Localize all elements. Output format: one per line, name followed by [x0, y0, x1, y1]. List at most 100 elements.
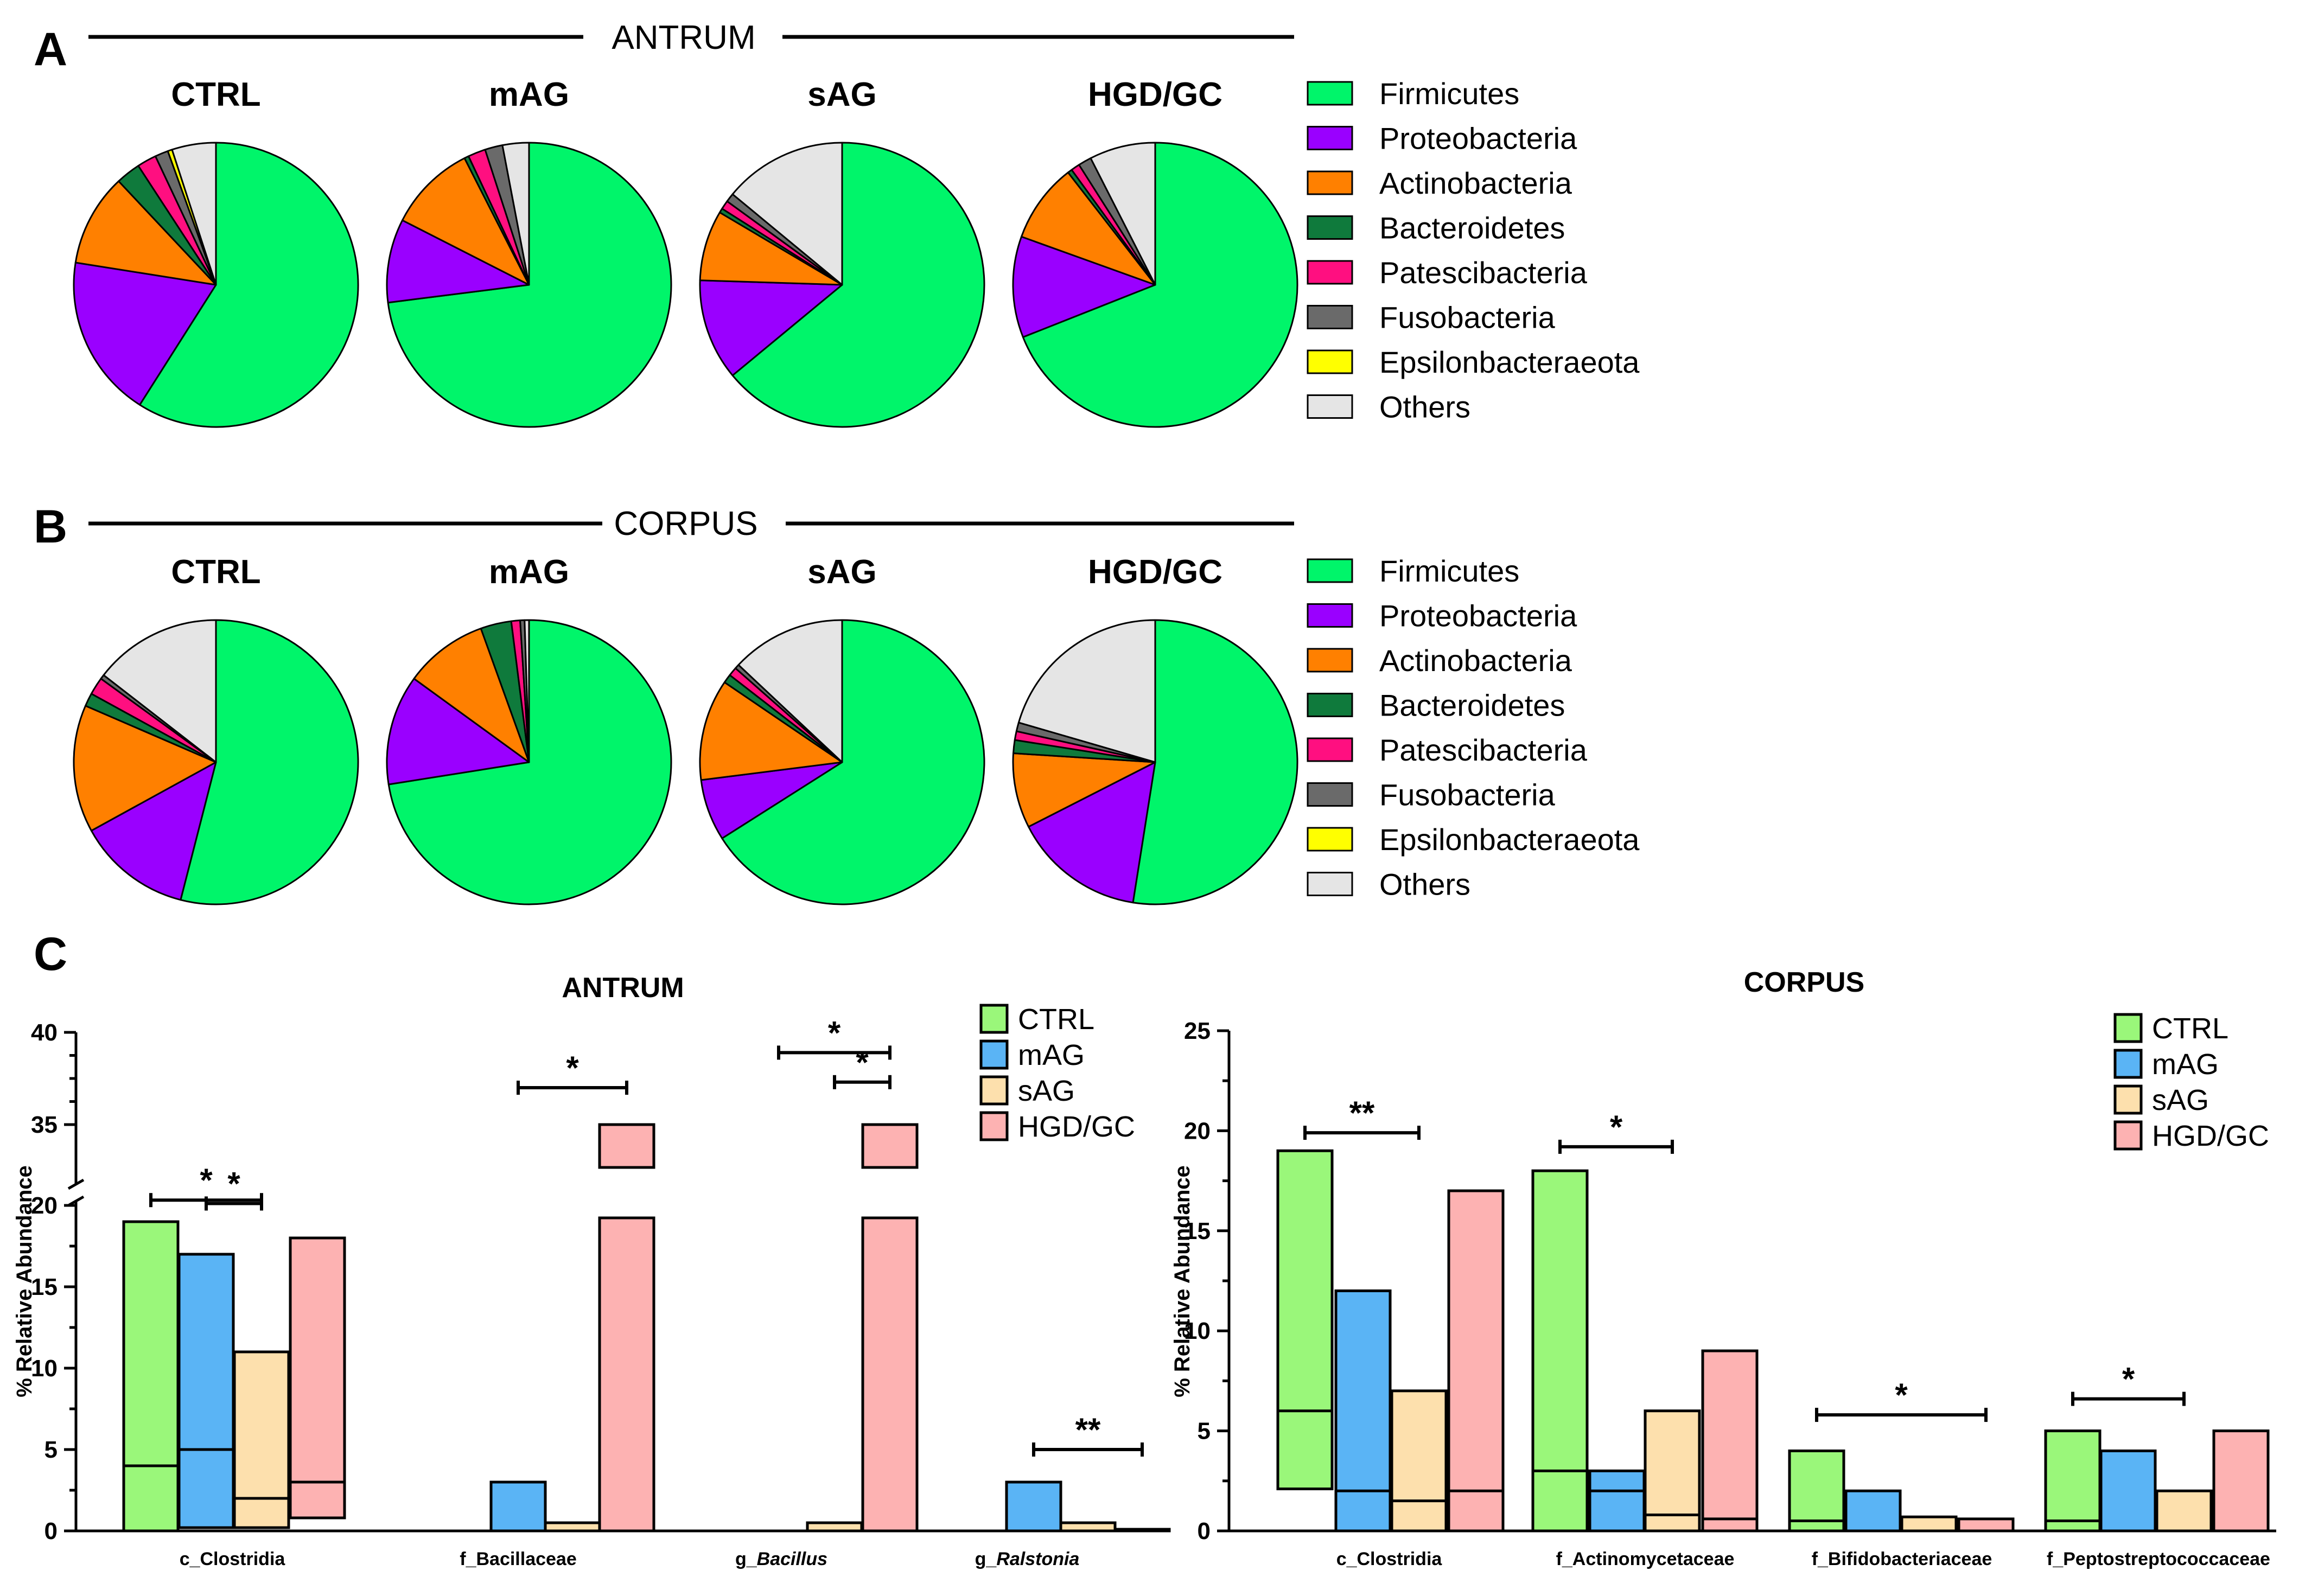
bar-antrum-category-f-bacillaceae: f_Bacillaceae [460, 1549, 577, 1569]
bar-corpus-tick-label-15: 15 [1184, 1218, 1211, 1244]
bar-corpus-legend-swatch-hgd-gc [2113, 1120, 2143, 1151]
bar-antrum-bar-f-bacillaceae-hgd-gc [598, 1216, 655, 1533]
bar-corpus-category-f-peptostreptococcaceae: f_Peptostreptococcaceae [2047, 1549, 2270, 1569]
bar-antrum-category-g-bacillus-name: Bacillus [757, 1549, 827, 1569]
legend-antrum-swatch-patescibacteria [1307, 260, 1353, 285]
pie-corpus-sag-slice-proteobacteria [700, 761, 843, 839]
pie-antrum-hgd-gc-slice-actinobacteria [1020, 171, 1156, 286]
pie-antrum-mag [386, 142, 672, 428]
pie-charts: CTRL mAG sAG HGD/GC CTRL mAG sAG HGD/GC [73, 76, 1298, 905]
pie-antrum-hgd-gc-title: HGD/GC [1088, 76, 1222, 113]
legend-corpus-label-patescibacteria: Patescibacteria [1379, 733, 1588, 767]
legend-corpus-swatch-proteobacteria [1307, 603, 1353, 628]
pie-corpus-sag [699, 619, 985, 905]
pie-antrum-ctrl-title: CTRL [171, 76, 260, 113]
pie-corpus-hgd-gc-slice-actinobacteria [1012, 752, 1156, 828]
bar-antrum-bar-g-bacillus-hgd-gc [861, 1216, 919, 1533]
pie-antrum-ctrl [73, 142, 359, 428]
pie-corpus-mag-slice-proteobacteria [386, 678, 530, 786]
pie-antrum-ctrl-slice-actinobacteria [74, 180, 217, 286]
legend-antrum-swatch-actinobacteria [1307, 170, 1353, 195]
bar-corpus-legend-swatch-mag [2113, 1049, 2143, 1079]
legend-corpus-swatch-patescibacteria [1307, 737, 1353, 762]
pie-corpus-hgd-gc-slice-others [1017, 619, 1156, 763]
legend-corpus-swatch-epsilonbacteraeota [1307, 827, 1353, 852]
bar-antrum-bar-c-clostridia-ctrl [122, 1220, 180, 1533]
pie-corpus-hgd-gc-slice-firmicutes [1132, 619, 1298, 905]
bar-corpus-bar-f-peptostreptococcaceae-sag [2155, 1489, 2213, 1533]
bar-corpus-sig-f-bifidobacteriaceae-ctrl-hgd-gc-label: * [1895, 1377, 1908, 1413]
legend-corpus-label-bacteroidetes: Bacteroidetes [1379, 688, 1565, 723]
pie-corpus-ctrl-slice-others [103, 619, 217, 763]
bar-antrum-axis-break-1 [67, 1195, 85, 1207]
bar-corpus-bar-f-actinomycetaceae-mag [1588, 1469, 1646, 1533]
bar-corpus-bar-f-actinomycetaceae-ctrl [1531, 1169, 1589, 1533]
bar-antrum-legend-swatch-ctrl [979, 1004, 1009, 1034]
bar-antrum-bar-g-bacillus-hgd-gc-upper [861, 1123, 919, 1169]
legend-antrum-swatch-firmicutes [1307, 81, 1353, 106]
pie-antrum-ctrl-slice-firmicutes [139, 142, 359, 428]
legend-corpus-label-firmicutes: Firmicutes [1379, 554, 1519, 588]
pie-antrum-mag-title: mAG [489, 76, 569, 113]
legend-antrum-swatch-others [1307, 394, 1353, 419]
bar-corpus-bar-f-actinomycetaceae-hgd-gc [1701, 1349, 1759, 1533]
bar-corpus-bar-f-peptostreptococcaceae-hgd-gc [2212, 1429, 2270, 1533]
bar-corpus-legend-label-sag: sAG [2152, 1084, 2209, 1116]
bar-corpus-legend-label-hgd-gc: HGD/GC [2152, 1120, 2269, 1152]
pie-corpus-hgd-gc [1012, 619, 1298, 905]
legend-antrum-label-fusobacteria: Fusobacteria [1379, 301, 1556, 335]
pie-corpus-sag-slice-others [737, 619, 843, 763]
pie-corpus-ctrl-slice-actinobacteria [73, 705, 217, 832]
bar-antrum-bar-c-clostridia-mag [177, 1253, 235, 1529]
legend-corpus-swatch-others [1307, 872, 1353, 896]
bar-corpus-category-c-clostridia: c_Clostridia [1336, 1549, 1443, 1569]
legend-corpus-label-fusobacteria: Fusobacteria [1379, 778, 1556, 812]
bar-antrum-sig-g-bacillus-sag-hgd-gc-label: * [856, 1044, 869, 1081]
pie-corpus-mag-title: mAG [489, 553, 569, 591]
bar-corpus-title: CORPUS [1744, 967, 1864, 998]
pie-antrum-sag-slice-actinobacteria [699, 212, 843, 286]
pie-antrum-mag-slice-others [501, 142, 530, 286]
pie-antrum-sag [699, 142, 985, 428]
pie-corpus-hgd-gc-slice-proteobacteria [1028, 761, 1156, 904]
bar-antrum-bar-c-clostridia-hgd-gc [289, 1236, 346, 1520]
bar-antrum-category-g-ralstonia: g_Ralstonia [975, 1549, 1080, 1569]
bar-antrum-bar-g-ralstonia-mag [1005, 1480, 1062, 1533]
bar-antrum-tick-label-40: 40 [31, 1019, 58, 1046]
bar-antrum-title: ANTRUM [562, 972, 684, 1004]
bar-antrum-category-g-ralstonia-prefix: g_ [975, 1549, 997, 1569]
bar-antrum-axis-break-0 [67, 1178, 85, 1190]
legend-corpus-label-epsilonbacteraeota: Epsilonbacteraeota [1379, 822, 1640, 857]
bar-antrum-tick-label-0: 0 [44, 1518, 58, 1544]
bar-antrum-category-g-ralstonia-name: Ralstonia [996, 1549, 1079, 1569]
bar-antrum-sig-g-ralstonia-mag-hgd-gc-label: ** [1075, 1412, 1101, 1448]
legend-antrum-label-bacteroidetes: Bacteroidetes [1379, 211, 1565, 245]
panel-c-letter: C [34, 928, 67, 980]
legend-corpus-swatch-firmicutes [1307, 558, 1353, 583]
pie-corpus-sag-slice-firmicutes [721, 619, 985, 905]
bar-charts: ANTRUM % Relative Abundance c_Clostridia f_… [12, 967, 2276, 1569]
legend-antrum-swatch-bacteroidetes [1307, 215, 1353, 240]
bar-corpus-tick-label-5: 5 [1198, 1418, 1211, 1445]
bar-corpus-tick-label-20: 20 [1184, 1118, 1211, 1144]
bar-corpus-legend-label-ctrl: CTRL [2152, 1012, 2228, 1045]
legend-corpus-swatch-actinobacteria [1307, 648, 1353, 673]
panel-b-letter: B [34, 501, 67, 553]
legend-antrum-label-proteobacteria: Proteobacteria [1379, 122, 1577, 156]
bar-antrum-bar-f-bacillaceae-mag [489, 1480, 547, 1533]
bar-corpus-category-f-bifidobacteriaceae: f_Bifidobacteriaceae [1812, 1549, 1992, 1569]
pie-corpus-ctrl-title: CTRL [171, 553, 260, 591]
pie-corpus-sag-slice-actinobacteria [699, 681, 843, 781]
pie-antrum-sag-title: sAG [807, 76, 876, 113]
panel-b-title: CORPUS [614, 505, 757, 542]
pie-antrum-hgd-gc-slice-firmicutes [1022, 142, 1298, 428]
bar-antrum-legend-label-ctrl: CTRL [1018, 1003, 1094, 1036]
pie-antrum-mag-slice-proteobacteria [386, 219, 530, 304]
bar-antrum-legend-swatch-hgd-gc [979, 1111, 1009, 1141]
pie-corpus-ctrl-slice-proteobacteria [90, 761, 217, 901]
bar-corpus-sig-c-clostridia-ctrl-sag-label: ** [1349, 1095, 1375, 1131]
pie-corpus-mag-slice-actinobacteria [413, 627, 530, 763]
bar-antrum-category-g-bacillus-prefix: g_ [735, 1549, 757, 1569]
pie-corpus-mag-slice-firmicutes [387, 619, 672, 905]
panel-a-letter: A [34, 23, 67, 75]
